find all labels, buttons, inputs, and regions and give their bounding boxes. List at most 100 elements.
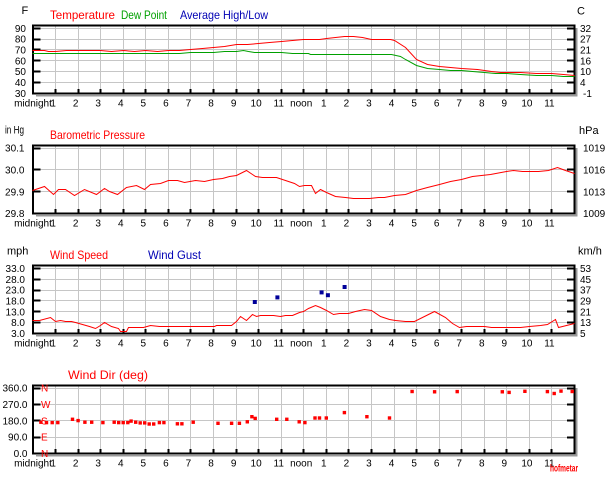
svg-text:33.0: 33.0 — [6, 264, 26, 275]
svg-text:midnight: midnight — [14, 219, 52, 230]
svg-text:Wind Gust: Wind Gust — [148, 248, 202, 262]
svg-text:1: 1 — [321, 99, 327, 110]
svg-text:1: 1 — [50, 99, 56, 110]
svg-text:10: 10 — [251, 339, 263, 350]
svg-text:5: 5 — [141, 339, 147, 350]
svg-text:6: 6 — [434, 99, 440, 110]
svg-text:6: 6 — [434, 459, 440, 470]
svg-text:180.0: 180.0 — [2, 416, 27, 427]
svg-text:1: 1 — [50, 339, 56, 350]
svg-text:10: 10 — [580, 67, 592, 78]
svg-text:9: 9 — [502, 339, 508, 350]
svg-text:2: 2 — [344, 339, 350, 350]
svg-text:9: 9 — [502, 459, 508, 470]
svg-text:midnight: midnight — [14, 459, 52, 470]
svg-text:4: 4 — [118, 459, 124, 470]
svg-text:3: 3 — [366, 99, 372, 110]
svg-text:3: 3 — [95, 339, 101, 350]
svg-text:5: 5 — [411, 459, 417, 470]
svg-text:11: 11 — [544, 459, 555, 470]
svg-text:2: 2 — [73, 219, 79, 230]
svg-text:9: 9 — [231, 99, 237, 110]
svg-text:32: 32 — [580, 24, 592, 35]
svg-text:8: 8 — [208, 459, 214, 470]
svg-text:7: 7 — [456, 459, 462, 470]
svg-text:11: 11 — [544, 339, 555, 350]
svg-text:8: 8 — [479, 219, 485, 230]
svg-text:13: 13 — [580, 318, 592, 329]
svg-text:270.0: 270.0 — [2, 400, 27, 411]
svg-text:C: C — [577, 6, 585, 18]
svg-text:4: 4 — [389, 459, 395, 470]
svg-text:7: 7 — [456, 99, 462, 110]
svg-text:in Hg: in Hg — [5, 125, 24, 137]
svg-text:midnight: midnight — [14, 339, 52, 350]
svg-text:midnight: midnight — [14, 99, 52, 110]
svg-text:7: 7 — [186, 459, 192, 470]
svg-text:13.0: 13.0 — [6, 307, 26, 318]
svg-text:6: 6 — [163, 219, 169, 230]
svg-text:8: 8 — [208, 99, 214, 110]
svg-text:9: 9 — [231, 339, 237, 350]
svg-text:km/h: km/h — [578, 246, 602, 258]
svg-text:2: 2 — [73, 99, 79, 110]
svg-text:10: 10 — [251, 459, 263, 470]
svg-text:30.1: 30.1 — [5, 144, 25, 155]
svg-text:90.0: 90.0 — [8, 433, 28, 444]
svg-text:9: 9 — [231, 219, 237, 230]
svg-text:2: 2 — [344, 459, 350, 470]
svg-text:3: 3 — [366, 459, 372, 470]
svg-text:7: 7 — [186, 339, 192, 350]
svg-text:noon: noon — [290, 99, 312, 110]
svg-text:3: 3 — [95, 219, 101, 230]
svg-text:3: 3 — [95, 459, 101, 470]
svg-text:29.8: 29.8 — [5, 209, 25, 220]
svg-text:Barometric Pressure: Barometric Pressure — [50, 128, 145, 142]
svg-text:E: E — [41, 433, 48, 444]
svg-text:6: 6 — [163, 459, 169, 470]
svg-text:5: 5 — [141, 459, 147, 470]
svg-text:3: 3 — [95, 99, 101, 110]
svg-text:45: 45 — [580, 275, 592, 286]
svg-text:37: 37 — [580, 286, 592, 297]
svg-text:11: 11 — [544, 219, 555, 230]
svg-text:9: 9 — [502, 99, 508, 110]
svg-text:N: N — [41, 449, 48, 460]
svg-text:28.0: 28.0 — [6, 275, 26, 286]
svg-text:2: 2 — [344, 99, 350, 110]
svg-text:8.0: 8.0 — [11, 318, 25, 329]
svg-text:6: 6 — [163, 99, 169, 110]
svg-text:1: 1 — [321, 459, 327, 470]
svg-text:8: 8 — [208, 219, 214, 230]
svg-text:Average High/Low: Average High/Low — [180, 8, 268, 22]
svg-text:7: 7 — [456, 219, 462, 230]
svg-text:10: 10 — [521, 219, 533, 230]
svg-text:4: 4 — [389, 99, 395, 110]
svg-text:hofmetar: hofmetar — [550, 464, 578, 475]
svg-text:1: 1 — [50, 219, 56, 230]
svg-text:4: 4 — [118, 99, 124, 110]
svg-text:hPa: hPa — [579, 125, 599, 137]
svg-text:5: 5 — [411, 339, 417, 350]
svg-text:11: 11 — [274, 459, 285, 470]
svg-text:60: 60 — [15, 56, 27, 67]
svg-text:4: 4 — [389, 219, 395, 230]
svg-text:5: 5 — [580, 329, 586, 340]
svg-text:21: 21 — [580, 307, 592, 318]
svg-text:2: 2 — [73, 459, 79, 470]
svg-text:90: 90 — [15, 24, 27, 35]
svg-text:Wind Speed: Wind Speed — [50, 248, 108, 262]
svg-text:7: 7 — [186, 99, 192, 110]
svg-text:1019: 1019 — [583, 144, 606, 155]
svg-text:1: 1 — [321, 339, 327, 350]
svg-text:23.0: 23.0 — [6, 286, 26, 297]
svg-text:1: 1 — [50, 459, 56, 470]
svg-text:29: 29 — [580, 297, 592, 308]
svg-text:10: 10 — [251, 219, 263, 230]
svg-text:80: 80 — [15, 35, 27, 46]
svg-text:N: N — [41, 384, 48, 395]
svg-text:6: 6 — [434, 219, 440, 230]
svg-text:16: 16 — [580, 56, 592, 67]
svg-text:30: 30 — [15, 89, 27, 100]
svg-text:noon: noon — [290, 459, 312, 470]
